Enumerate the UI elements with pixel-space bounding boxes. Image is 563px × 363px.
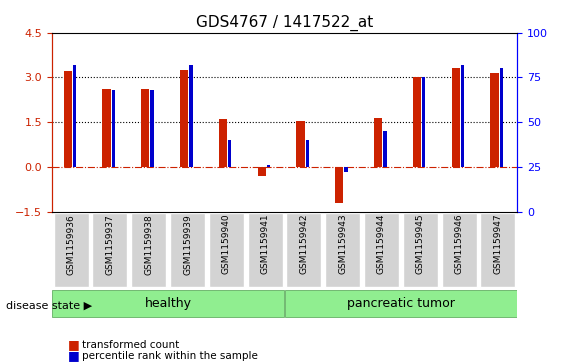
Text: GSM1159944: GSM1159944 — [377, 214, 386, 274]
Text: GSM1159946: GSM1159946 — [454, 214, 463, 274]
Bar — [461, 65, 464, 167]
Bar — [345, 167, 348, 172]
Bar — [228, 140, 231, 167]
FancyBboxPatch shape — [480, 213, 515, 287]
Text: GSM1159941: GSM1159941 — [261, 214, 270, 274]
Text: GSM1159942: GSM1159942 — [300, 214, 309, 274]
FancyBboxPatch shape — [131, 213, 166, 287]
FancyBboxPatch shape — [209, 213, 244, 287]
Bar — [452, 68, 460, 167]
Text: disease state ▶: disease state ▶ — [6, 301, 92, 311]
Text: GSM1159937: GSM1159937 — [105, 214, 114, 275]
FancyBboxPatch shape — [364, 213, 399, 287]
FancyBboxPatch shape — [285, 290, 516, 317]
Title: GDS4767 / 1417522_at: GDS4767 / 1417522_at — [196, 15, 373, 31]
Text: GSM1159940: GSM1159940 — [222, 214, 231, 274]
Bar — [267, 165, 270, 167]
Text: GSM1159947: GSM1159947 — [493, 214, 502, 274]
Bar — [102, 89, 110, 167]
FancyBboxPatch shape — [170, 213, 205, 287]
FancyBboxPatch shape — [248, 213, 283, 287]
Bar — [189, 65, 193, 167]
Text: GSM1159938: GSM1159938 — [144, 214, 153, 275]
FancyBboxPatch shape — [92, 213, 127, 287]
Text: transformed count: transformed count — [82, 340, 179, 351]
Text: GSM1159939: GSM1159939 — [183, 214, 192, 275]
Bar — [306, 140, 309, 167]
Text: pancreatic tumor: pancreatic tumor — [347, 297, 455, 310]
Bar — [150, 90, 154, 167]
Text: percentile rank within the sample: percentile rank within the sample — [82, 351, 257, 362]
Bar — [499, 68, 503, 167]
Bar — [383, 131, 387, 167]
Bar — [141, 89, 149, 167]
Bar — [374, 118, 382, 167]
Text: ■: ■ — [68, 349, 79, 362]
Bar — [297, 121, 305, 167]
FancyBboxPatch shape — [52, 290, 284, 317]
FancyBboxPatch shape — [403, 213, 438, 287]
Bar — [64, 72, 72, 167]
FancyBboxPatch shape — [441, 213, 476, 287]
Text: GSM1159943: GSM1159943 — [338, 214, 347, 274]
Bar — [219, 119, 227, 167]
Bar — [111, 90, 115, 167]
FancyBboxPatch shape — [287, 213, 321, 287]
FancyBboxPatch shape — [53, 213, 88, 287]
Bar — [335, 167, 343, 203]
Bar — [490, 73, 499, 167]
Bar — [422, 77, 426, 167]
Bar — [413, 77, 421, 167]
Bar — [73, 65, 76, 167]
Bar — [258, 167, 266, 176]
Text: GSM1159945: GSM1159945 — [416, 214, 425, 274]
FancyBboxPatch shape — [325, 213, 360, 287]
Bar — [180, 70, 188, 167]
Text: GSM1159936: GSM1159936 — [66, 214, 75, 275]
Text: healthy: healthy — [145, 297, 191, 310]
Text: ■: ■ — [68, 338, 79, 351]
